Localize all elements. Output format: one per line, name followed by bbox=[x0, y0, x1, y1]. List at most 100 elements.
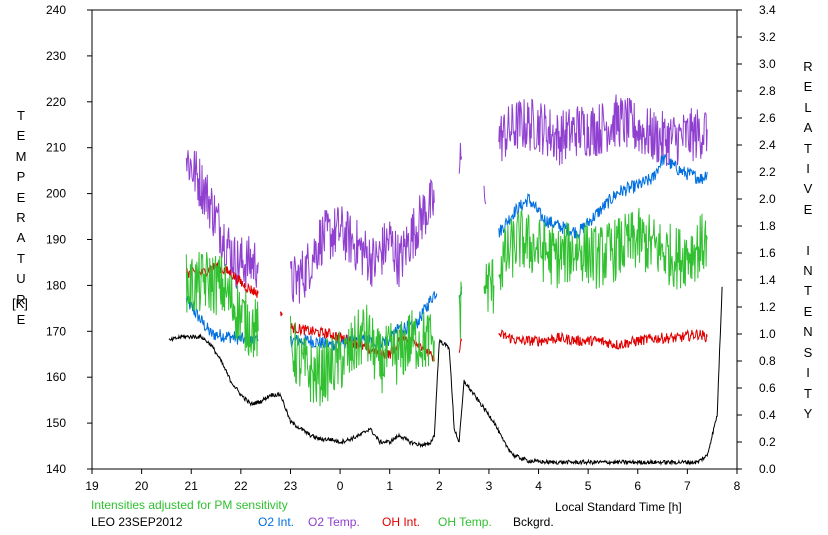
axis-label-letter: M bbox=[15, 148, 27, 164]
axis-label-letter: E bbox=[16, 312, 26, 328]
y-left-tick-label: 150 bbox=[46, 416, 66, 430]
axis-label-letter: E bbox=[803, 79, 813, 95]
x-tick-label: 5 bbox=[585, 479, 592, 493]
y-left-tick-label: 240 bbox=[46, 3, 66, 17]
y-right-tick-label: 1.4 bbox=[759, 273, 776, 287]
x-axis-label: Local Standard Time [h] bbox=[555, 500, 682, 514]
y-right-tick-label: 3.4 bbox=[759, 3, 776, 17]
y-right-tick-label: 0.0 bbox=[759, 462, 776, 476]
series-line-segment bbox=[458, 338, 463, 353]
axis-label-letter: I bbox=[806, 365, 810, 381]
y-right-tick-label: 0.8 bbox=[759, 354, 776, 368]
series-line-segment bbox=[483, 258, 495, 314]
series-oh-temp bbox=[185, 207, 708, 407]
station-label: LEO 23SEP2012 bbox=[91, 515, 183, 529]
x-tick-label: 1 bbox=[386, 479, 393, 493]
series-line-segment bbox=[168, 286, 723, 466]
x-tick-label: 0 bbox=[337, 479, 344, 493]
series-o2-temp bbox=[185, 94, 708, 304]
axis-label-letter: T bbox=[804, 385, 812, 401]
series-line-segment bbox=[185, 150, 259, 289]
axis-label-letter: L bbox=[804, 99, 812, 115]
x-tick-label: 2 bbox=[436, 479, 443, 493]
axis-label-letter: I bbox=[806, 242, 810, 258]
axis-label-letter: T bbox=[804, 140, 812, 156]
series-group bbox=[168, 94, 723, 466]
axis-label-letter: E bbox=[803, 303, 813, 319]
axis-label-letter: R bbox=[16, 210, 26, 226]
legend-o2-int: O2 Int. bbox=[258, 515, 295, 529]
y-right-tick-label: 3.0 bbox=[759, 57, 776, 71]
series-line-segment bbox=[185, 251, 259, 358]
y-right-tick-label: 1.8 bbox=[759, 219, 776, 233]
axis-label-letter: A bbox=[16, 230, 26, 246]
series-bckgrd bbox=[168, 286, 723, 466]
series-line-segment bbox=[498, 328, 708, 350]
sensitivity-note: Intensities adjusted for PM sensitivity bbox=[91, 498, 288, 512]
axis-label-letter: N bbox=[803, 324, 813, 340]
y-right-tick-label: 0.6 bbox=[759, 381, 776, 395]
y-left-tick-label: 220 bbox=[46, 95, 66, 109]
legend-bckgrd: Bckgrd. bbox=[513, 515, 554, 529]
y-left-tick-label: 230 bbox=[46, 49, 66, 63]
x-tick-label: 4 bbox=[535, 479, 542, 493]
series-line-segment bbox=[458, 281, 463, 339]
y-right-tick-label: 2.2 bbox=[759, 165, 776, 179]
series-line-segment bbox=[498, 207, 708, 291]
axis-label-letter: A bbox=[803, 120, 813, 136]
series-oh-int bbox=[185, 262, 708, 362]
y-left-tick-label: 210 bbox=[46, 141, 66, 155]
y-right-tick-label: 2.0 bbox=[759, 192, 776, 206]
axis-label-letter: N bbox=[803, 263, 813, 279]
x-tick-label: 8 bbox=[734, 479, 741, 493]
axis-label-letter: S bbox=[803, 344, 813, 360]
axis-label-letter: E bbox=[803, 201, 813, 217]
y-axis-left-ticks: 140 150 160 170 180 190 200 210 220 230 240 bbox=[46, 3, 92, 476]
axis-label-letter: T bbox=[17, 108, 25, 123]
series-line-segment bbox=[290, 178, 435, 304]
series-line-segment bbox=[483, 185, 487, 205]
axis-label-letter: U bbox=[16, 271, 26, 287]
axis-label-letter: R bbox=[803, 59, 813, 74]
y-right-tick-label: 2.8 bbox=[759, 84, 776, 98]
y-axis-right-ticks: 0.0 0.2 0.4 0.6 0.8 1.0 1.2 1.4 1.6 1.8 2.0 2.2 2.4 2… bbox=[737, 3, 776, 476]
series-line-segment bbox=[280, 311, 283, 317]
x-tick-label: 22 bbox=[234, 479, 248, 493]
y-left-tick-label: 160 bbox=[46, 370, 66, 384]
x-axis-ticks: 19 20 21 22 23 0 1 2 3 4 5 6 7 8 bbox=[85, 469, 741, 493]
legend-oh-temp: OH Temp. bbox=[438, 515, 492, 529]
y-axis-left-unit: [K] bbox=[12, 296, 28, 311]
axis-label-letter: E bbox=[16, 189, 26, 205]
y-right-tick-label: 1.2 bbox=[759, 300, 776, 314]
series-line-segment bbox=[498, 94, 708, 167]
axis-label-letter: E bbox=[16, 128, 26, 144]
x-tick-label: 23 bbox=[284, 479, 298, 493]
x-tick-label: 3 bbox=[486, 479, 493, 493]
y-right-tick-label: 3.2 bbox=[759, 30, 776, 44]
axis-label-letter: I bbox=[806, 161, 810, 177]
y-left-tick-label: 180 bbox=[46, 278, 66, 292]
axis-label-letter: P bbox=[16, 169, 26, 185]
axis-label-letter bbox=[800, 220, 816, 240]
y-left-tick-label: 200 bbox=[46, 187, 66, 201]
y-right-tick-label: 1.6 bbox=[759, 246, 776, 260]
x-tick-label: 21 bbox=[185, 479, 199, 493]
legend-o2-temp: O2 Temp. bbox=[308, 515, 360, 529]
y-left-tick-label: 140 bbox=[46, 462, 66, 476]
series-line-segment bbox=[458, 142, 463, 174]
series-line-segment bbox=[290, 304, 435, 407]
y-right-tick-label: 1.0 bbox=[759, 327, 776, 341]
x-tick-label: 19 bbox=[85, 479, 99, 493]
legend-oh-int: OH Int. bbox=[382, 515, 421, 529]
x-tick-label: 7 bbox=[684, 479, 691, 493]
x-tick-label: 6 bbox=[634, 479, 641, 493]
y-left-tick-label: 170 bbox=[46, 324, 66, 338]
x-tick-label: 20 bbox=[135, 479, 149, 493]
series-line-segment bbox=[498, 154, 708, 240]
y-right-tick-label: 0.4 bbox=[759, 408, 776, 422]
axis-label-letter: R bbox=[16, 291, 26, 307]
axis-label-letter: T bbox=[17, 250, 25, 266]
